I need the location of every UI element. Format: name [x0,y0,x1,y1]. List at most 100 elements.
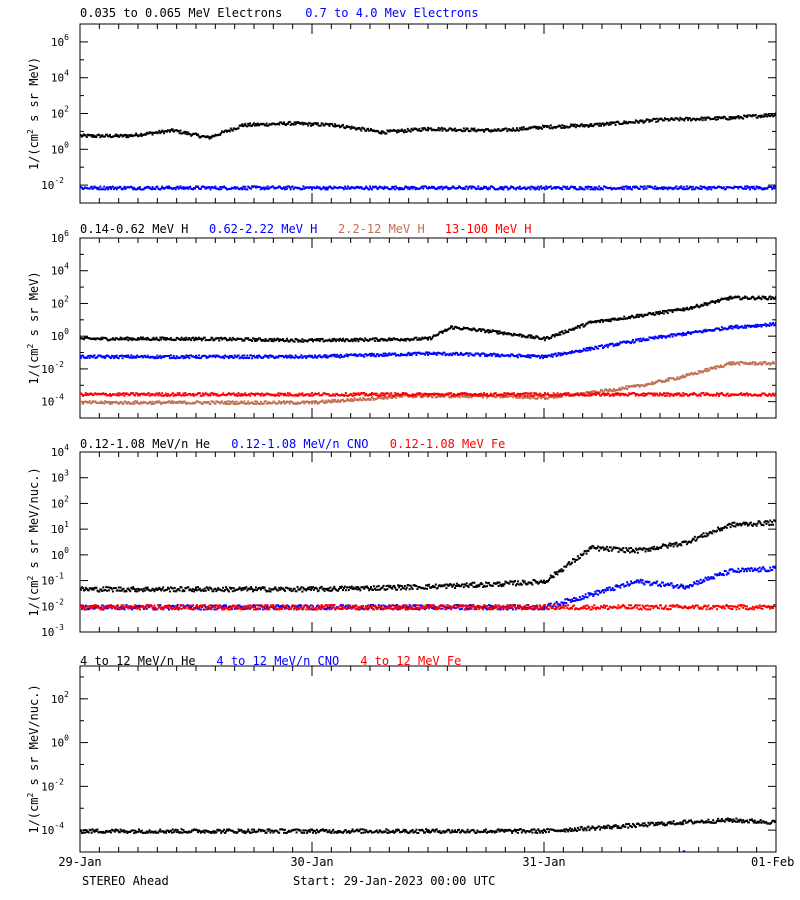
data-point [370,352,373,355]
data-point [525,188,528,191]
data-point [144,337,147,340]
data-point [254,356,257,359]
data-point [520,395,523,398]
data-point [166,130,169,133]
data-point [733,116,736,119]
data-point [659,310,662,313]
data-point [291,185,294,188]
data-point [473,186,476,189]
data-point [183,187,186,190]
data-point [101,590,104,593]
data-point [118,401,121,404]
data-point [295,402,298,405]
data-point [421,185,424,188]
data-point [506,333,509,336]
data-point [506,186,509,189]
data-point [738,296,741,299]
data-point [730,117,733,120]
data-point [289,356,292,359]
data-point [103,402,106,405]
data-point [125,354,128,357]
data-point [477,185,480,188]
data-point [272,355,275,358]
data-point [333,355,336,358]
data-point [224,589,227,592]
data-point [159,354,162,357]
data-point [356,588,359,591]
data-point [645,187,648,190]
data-point [349,587,352,590]
data-point [127,136,130,139]
data-point [673,118,676,121]
data-point [166,185,169,188]
data-point [357,185,360,188]
data-point [193,590,196,593]
data-point [359,353,362,356]
data-point [233,401,236,404]
data-point [495,129,498,132]
data-point [462,395,465,398]
data-point [341,123,344,126]
data-point [733,326,736,329]
data-point [417,338,420,341]
data-point [289,587,292,590]
data-point [253,392,256,395]
data-point [292,188,295,191]
data-point [240,589,243,592]
data-point [274,586,277,589]
data-point [770,298,773,301]
data-point [398,188,401,191]
data-point [660,334,662,337]
data-point [130,354,133,357]
data-point [730,324,733,327]
data-point [496,330,499,333]
data-point [150,131,153,134]
data-point [286,122,289,125]
data-point [182,186,185,189]
data-point [178,392,181,395]
data-point [407,186,410,189]
data-point [703,116,706,119]
data-point [447,394,450,397]
data-point [393,128,396,131]
data-point [171,587,174,590]
data-point [696,372,699,375]
data-point [302,586,305,589]
data-point [311,188,314,191]
data-point [80,186,83,189]
data-point [775,185,776,188]
data-point [196,338,199,341]
data-point [81,354,84,357]
data-point [284,124,287,127]
data-point [263,188,266,191]
data-point [275,588,278,591]
data-point [613,393,616,396]
data-point [270,123,273,126]
data-point [199,337,202,340]
data-point [560,187,563,190]
data-point [357,340,360,343]
data-point [279,185,282,188]
data-point [345,187,348,190]
data-point [205,586,208,589]
data-point [483,328,486,331]
data-point [350,125,353,128]
data-point [457,187,459,190]
data-point [404,339,407,342]
data-point [529,397,532,400]
data-point [671,311,674,314]
data-point [278,123,281,126]
data-point [283,121,285,124]
data-point [341,337,344,340]
data-point [137,337,140,340]
data-point [108,400,111,403]
data-point [184,338,187,341]
data-point [698,393,701,396]
data-point [359,397,362,400]
data-point [635,185,638,188]
data-point [396,131,399,134]
data-point [606,318,609,321]
data-point [165,338,168,341]
data-point [247,122,250,125]
data-point [763,324,766,327]
